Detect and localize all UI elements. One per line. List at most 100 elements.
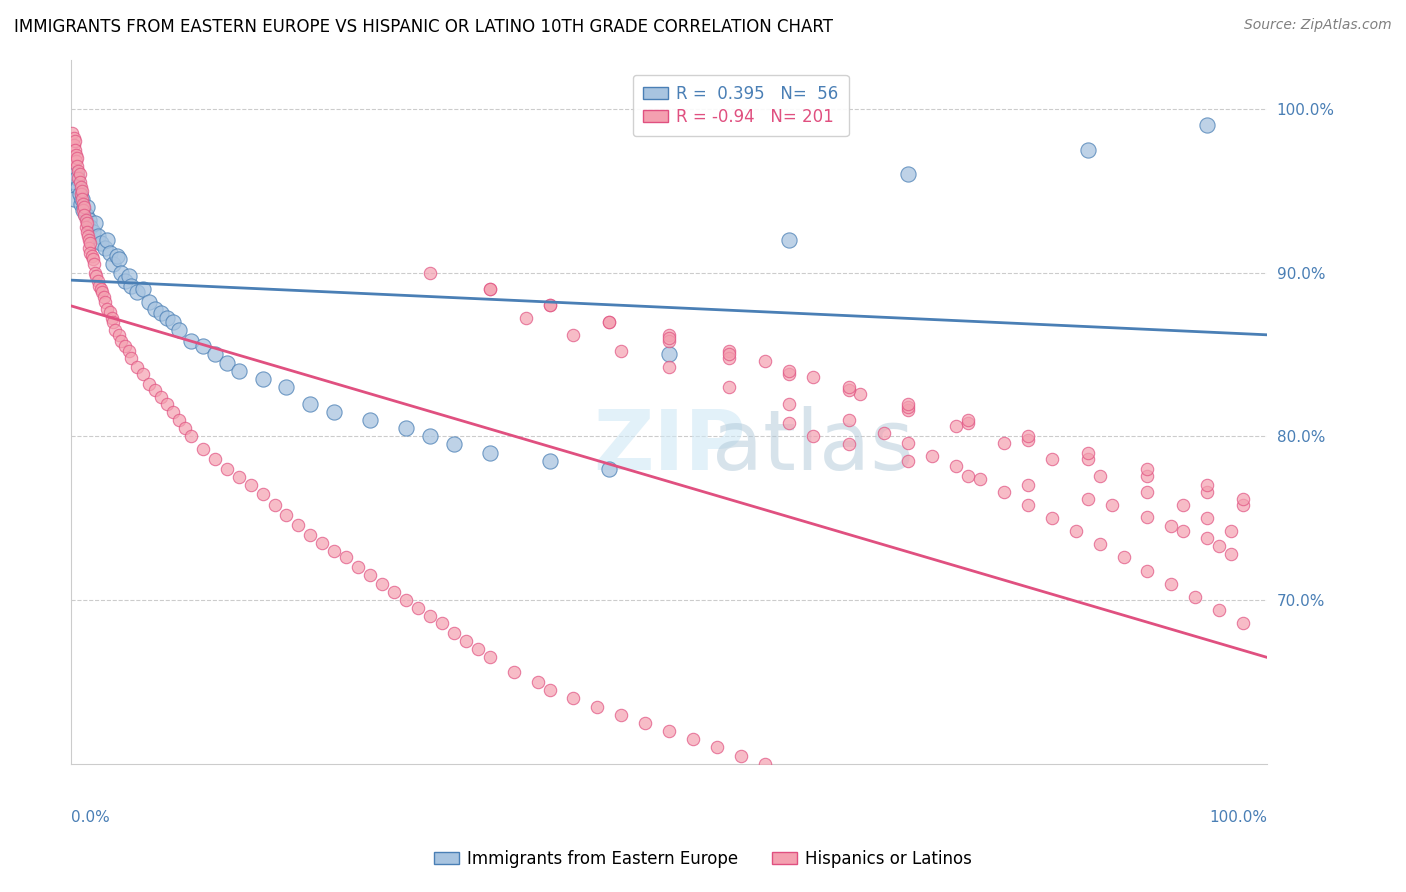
Point — [79, 235, 101, 250]
Point — [93, 290, 115, 304]
Point — [228, 470, 250, 484]
Point — [215, 462, 238, 476]
Point — [359, 413, 381, 427]
Point — [156, 396, 179, 410]
Point — [67, 180, 90, 194]
Point — [66, 151, 89, 165]
Point — [395, 421, 418, 435]
Point — [173, 421, 195, 435]
Point — [1040, 511, 1063, 525]
Point — [143, 301, 166, 316]
Point — [67, 164, 90, 178]
Legend: R =  0.395   N=  56, R = -0.94   N= 201: R = 0.395 N= 56, R = -0.94 N= 201 — [633, 75, 849, 136]
Point — [706, 740, 728, 755]
Point — [1136, 509, 1159, 524]
Point — [1040, 452, 1063, 467]
Point — [1136, 468, 1159, 483]
Point — [105, 249, 128, 263]
Point — [132, 282, 155, 296]
Point — [1088, 537, 1111, 551]
Point — [1197, 478, 1219, 492]
Point — [63, 135, 86, 149]
Point — [62, 137, 84, 152]
Point — [467, 642, 489, 657]
Point — [359, 568, 381, 582]
Point — [63, 143, 86, 157]
Point — [101, 257, 124, 271]
Point — [778, 416, 800, 430]
Point — [897, 805, 920, 820]
Point — [1220, 524, 1243, 539]
Point — [98, 245, 121, 260]
Point — [96, 233, 118, 247]
Point — [180, 429, 202, 443]
Point — [849, 789, 872, 804]
Point — [76, 216, 98, 230]
Point — [1136, 485, 1159, 500]
Point — [117, 344, 139, 359]
Point — [717, 347, 740, 361]
Point — [993, 838, 1015, 853]
Point — [120, 351, 142, 365]
Point — [167, 323, 190, 337]
Point — [108, 327, 131, 342]
Point — [70, 184, 93, 198]
Point — [1208, 603, 1230, 617]
Point — [79, 219, 101, 234]
Point — [125, 285, 148, 300]
Point — [395, 593, 418, 607]
Point — [101, 315, 124, 329]
Text: 100.0%: 100.0% — [1209, 810, 1267, 824]
Point — [1017, 498, 1039, 512]
Point — [86, 274, 108, 288]
Point — [87, 278, 110, 293]
Point — [371, 576, 394, 591]
Point — [335, 550, 357, 565]
Point — [562, 327, 585, 342]
Point — [287, 517, 309, 532]
Point — [79, 245, 101, 260]
Point — [162, 405, 184, 419]
Point — [610, 344, 633, 359]
Point — [778, 233, 800, 247]
Point — [1112, 550, 1135, 565]
Point — [538, 298, 561, 312]
Point — [66, 170, 89, 185]
Point — [62, 192, 84, 206]
Point — [1017, 433, 1039, 447]
Point — [406, 601, 429, 615]
Point — [682, 732, 704, 747]
Point — [1184, 590, 1206, 604]
Point — [91, 285, 114, 300]
Point — [419, 609, 441, 624]
Point — [1017, 848, 1039, 863]
Point — [658, 360, 681, 375]
Point — [658, 334, 681, 349]
Point — [125, 360, 148, 375]
Point — [138, 295, 160, 310]
Point — [586, 699, 609, 714]
Point — [110, 334, 132, 349]
Point — [945, 458, 967, 473]
Point — [132, 367, 155, 381]
Point — [634, 715, 657, 730]
Point — [62, 131, 84, 145]
Point — [1077, 143, 1099, 157]
Point — [598, 462, 620, 476]
Point — [419, 429, 441, 443]
Point — [276, 380, 298, 394]
Point — [837, 384, 859, 398]
Point — [1208, 539, 1230, 553]
Point — [754, 756, 776, 771]
Point — [873, 425, 896, 440]
Point — [114, 339, 136, 353]
Point — [70, 192, 93, 206]
Point — [84, 266, 107, 280]
Point — [1077, 491, 1099, 506]
Point — [957, 413, 980, 427]
Point — [76, 225, 98, 239]
Point — [90, 235, 112, 250]
Point — [1112, 880, 1135, 892]
Point — [921, 449, 943, 463]
Point — [801, 370, 824, 384]
